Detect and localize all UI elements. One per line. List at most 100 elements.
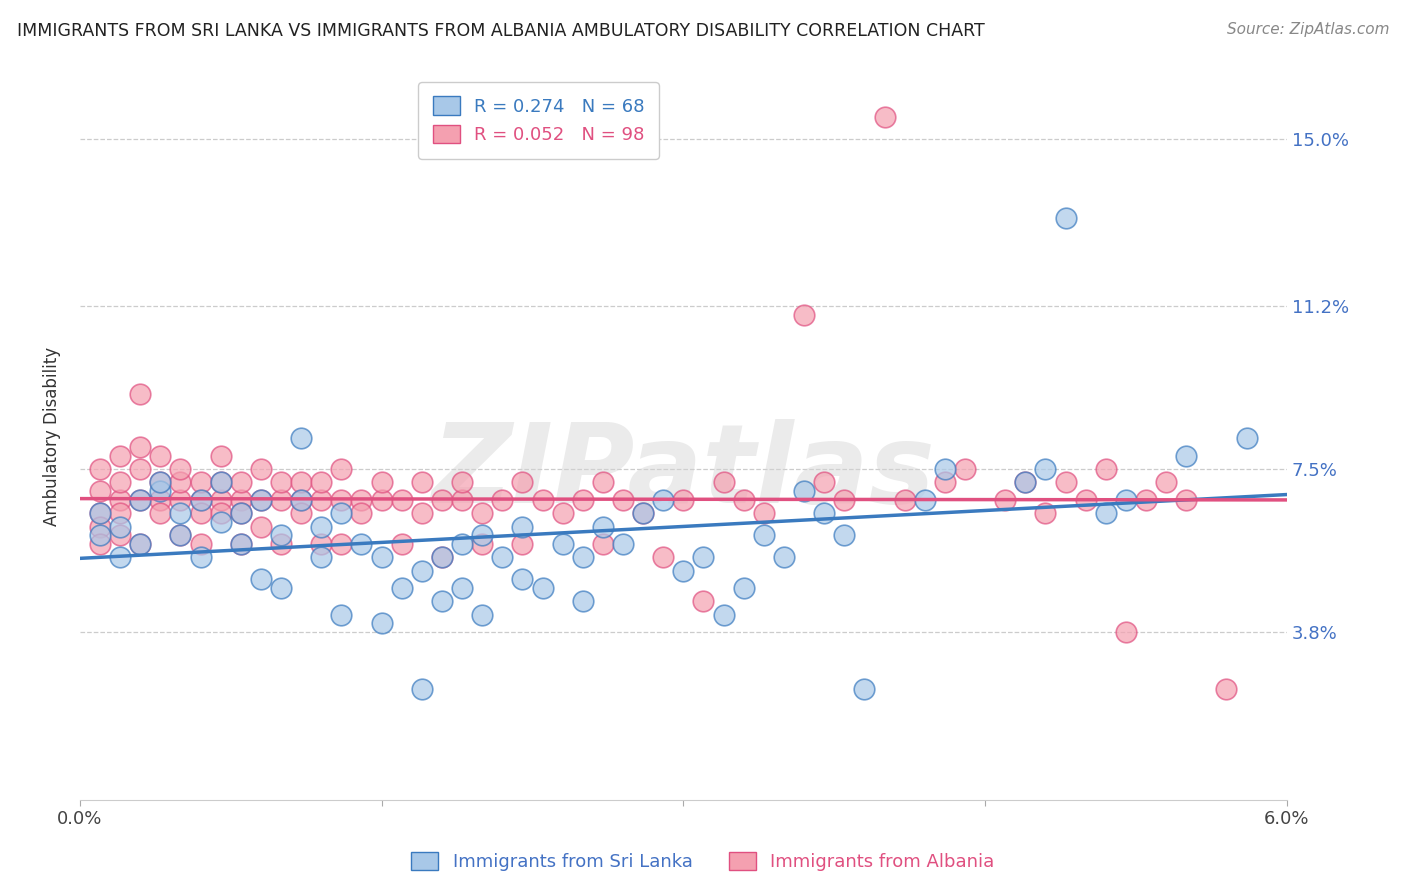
- Point: [934, 462, 956, 476]
- Point: [411, 475, 433, 490]
- Point: [1154, 475, 1177, 490]
- Point: [672, 564, 695, 578]
- Point: [631, 506, 654, 520]
- Point: [370, 493, 392, 508]
- Point: [994, 493, 1017, 508]
- Point: [229, 493, 252, 508]
- Point: [108, 449, 131, 463]
- Point: [430, 550, 453, 565]
- Point: [190, 493, 212, 508]
- Point: [451, 581, 474, 595]
- Point: [309, 550, 332, 565]
- Point: [411, 564, 433, 578]
- Point: [209, 515, 232, 529]
- Point: [512, 475, 534, 490]
- Point: [752, 528, 775, 542]
- Point: [471, 528, 494, 542]
- Point: [89, 506, 111, 520]
- Point: [430, 493, 453, 508]
- Point: [290, 493, 312, 508]
- Point: [571, 493, 593, 508]
- Point: [491, 493, 513, 508]
- Point: [430, 550, 453, 565]
- Point: [1094, 506, 1116, 520]
- Point: [391, 537, 413, 551]
- Point: [733, 493, 755, 508]
- Point: [1035, 506, 1057, 520]
- Point: [512, 573, 534, 587]
- Text: ZIPatlas: ZIPatlas: [432, 419, 935, 526]
- Point: [934, 475, 956, 490]
- Point: [270, 581, 292, 595]
- Point: [1215, 682, 1237, 697]
- Point: [793, 484, 815, 499]
- Point: [209, 475, 232, 490]
- Point: [1054, 475, 1077, 490]
- Point: [411, 682, 433, 697]
- Point: [411, 506, 433, 520]
- Point: [391, 493, 413, 508]
- Point: [832, 493, 855, 508]
- Point: [350, 506, 373, 520]
- Point: [430, 594, 453, 608]
- Point: [270, 493, 292, 508]
- Point: [370, 550, 392, 565]
- Point: [309, 493, 332, 508]
- Point: [1236, 432, 1258, 446]
- Point: [89, 506, 111, 520]
- Point: [250, 573, 273, 587]
- Point: [89, 528, 111, 542]
- Point: [491, 550, 513, 565]
- Point: [129, 493, 152, 508]
- Y-axis label: Ambulatory Disability: Ambulatory Disability: [44, 347, 60, 525]
- Point: [89, 484, 111, 499]
- Point: [108, 550, 131, 565]
- Point: [1175, 449, 1198, 463]
- Point: [471, 506, 494, 520]
- Point: [309, 475, 332, 490]
- Point: [209, 493, 232, 508]
- Point: [1054, 211, 1077, 226]
- Point: [149, 484, 172, 499]
- Point: [149, 506, 172, 520]
- Point: [209, 475, 232, 490]
- Point: [169, 506, 191, 520]
- Point: [309, 537, 332, 551]
- Point: [813, 506, 835, 520]
- Point: [1175, 493, 1198, 508]
- Point: [169, 528, 191, 542]
- Point: [229, 537, 252, 551]
- Point: [893, 493, 915, 508]
- Point: [531, 493, 554, 508]
- Point: [914, 493, 936, 508]
- Point: [1135, 493, 1157, 508]
- Point: [330, 462, 353, 476]
- Point: [391, 581, 413, 595]
- Legend: Immigrants from Sri Lanka, Immigrants from Albania: Immigrants from Sri Lanka, Immigrants fr…: [404, 845, 1002, 879]
- Point: [612, 537, 634, 551]
- Point: [330, 493, 353, 508]
- Point: [149, 475, 172, 490]
- Point: [89, 519, 111, 533]
- Point: [571, 550, 593, 565]
- Point: [592, 475, 614, 490]
- Point: [531, 581, 554, 595]
- Point: [692, 594, 714, 608]
- Text: Source: ZipAtlas.com: Source: ZipAtlas.com: [1226, 22, 1389, 37]
- Point: [229, 506, 252, 520]
- Point: [290, 475, 312, 490]
- Point: [672, 493, 695, 508]
- Point: [190, 550, 212, 565]
- Point: [250, 493, 273, 508]
- Point: [451, 537, 474, 551]
- Point: [149, 493, 172, 508]
- Point: [169, 493, 191, 508]
- Text: IMMIGRANTS FROM SRI LANKA VS IMMIGRANTS FROM ALBANIA AMBULATORY DISABILITY CORRE: IMMIGRANTS FROM SRI LANKA VS IMMIGRANTS …: [17, 22, 984, 40]
- Point: [330, 537, 353, 551]
- Point: [713, 475, 735, 490]
- Point: [1094, 462, 1116, 476]
- Point: [190, 537, 212, 551]
- Point: [229, 506, 252, 520]
- Point: [350, 537, 373, 551]
- Point: [953, 462, 976, 476]
